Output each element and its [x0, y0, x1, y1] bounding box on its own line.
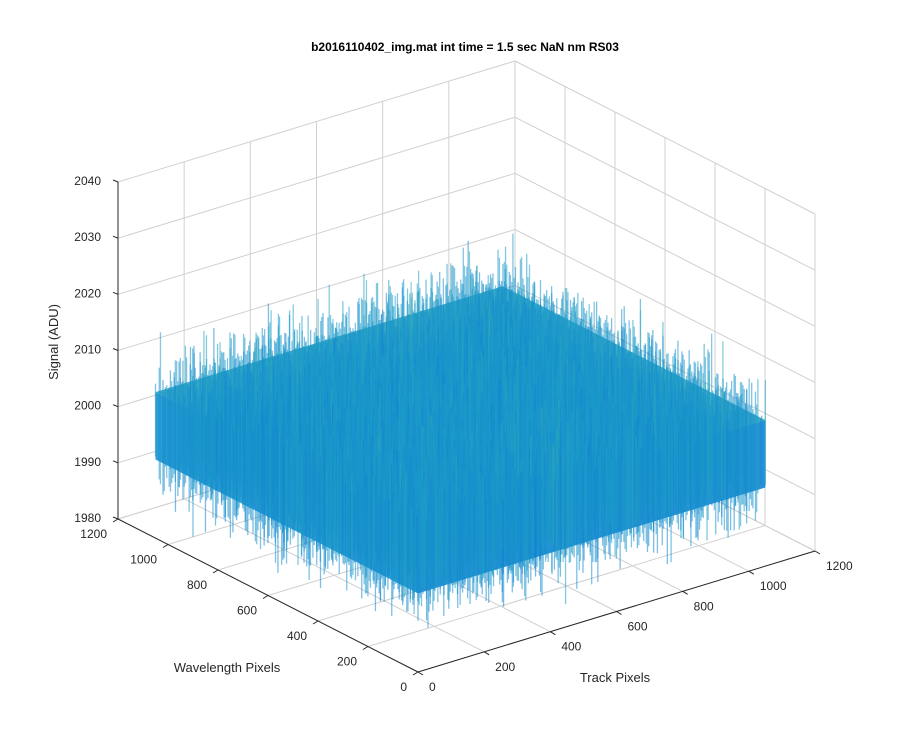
grid-line — [367, 525, 766, 647]
grid-line — [117, 60, 516, 183]
grid-line — [514, 116, 816, 271]
grid-line — [117, 229, 516, 351]
grid-line — [514, 60, 816, 215]
grid-line — [514, 229, 816, 383]
grid-line — [117, 116, 516, 239]
surface-mesh — [154, 233, 767, 628]
grid-line — [117, 172, 516, 295]
grid-line — [514, 172, 816, 327]
